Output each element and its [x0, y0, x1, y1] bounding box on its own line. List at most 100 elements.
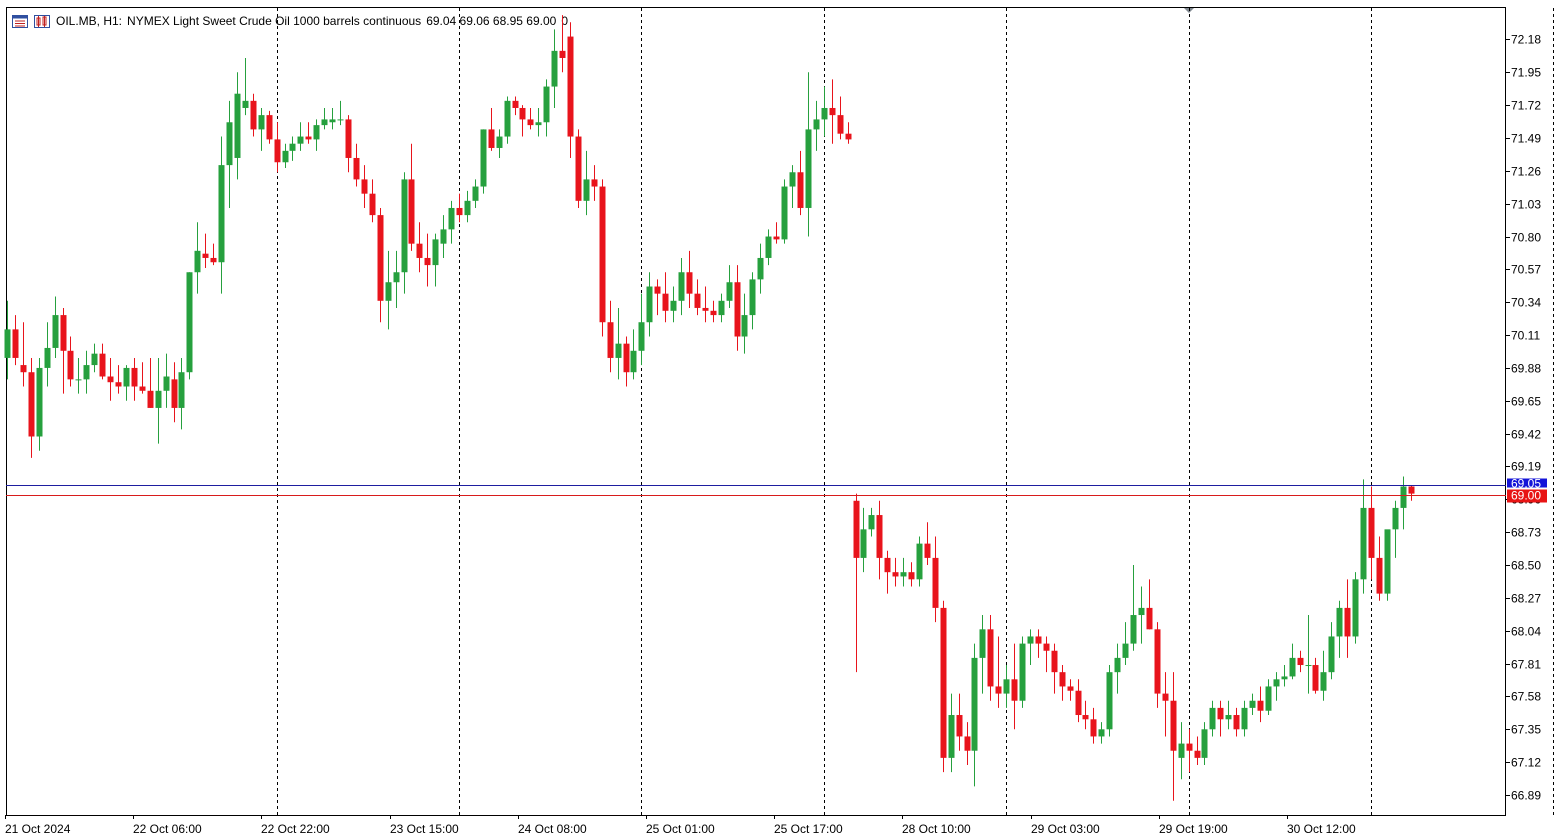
candle-bull	[401, 179, 408, 273]
candle-bull	[504, 100, 511, 137]
candle-bear	[266, 115, 273, 140]
candle-bear	[662, 293, 669, 311]
candle-bear	[1162, 693, 1169, 701]
candle-bear	[115, 382, 122, 387]
chart-settings-icon[interactable]	[34, 14, 50, 28]
time-label: 28 Oct 10:00	[902, 822, 971, 836]
candle-bear	[892, 572, 899, 577]
candle-bull	[1289, 657, 1296, 677]
candle-bull	[860, 529, 867, 558]
ask-price-tag	[1507, 478, 1547, 488]
candle-bull	[297, 136, 304, 144]
candle-bear	[686, 272, 693, 294]
candle-bull	[234, 93, 241, 158]
time-label: 29 Oct 19:00	[1159, 822, 1228, 836]
candle-bull	[1178, 743, 1185, 758]
candle-bull	[313, 125, 320, 140]
candle-bear	[924, 543, 931, 558]
candle-bull	[1360, 507, 1367, 580]
price-label: 71.03	[1511, 198, 1541, 212]
candle-bull	[1400, 486, 1407, 508]
time-label: 24 Oct 08:00	[518, 822, 587, 836]
candle-bull	[91, 353, 98, 366]
time-label: 25 Oct 17:00	[774, 822, 843, 836]
candle-bear	[1059, 672, 1066, 687]
candle-bull	[1281, 676, 1288, 680]
price-label: 68.73	[1511, 526, 1541, 540]
ohlc-values: 69.04 69.06 68.95 69.00	[426, 14, 557, 28]
price-label: 71.72	[1511, 99, 1541, 113]
candle-bear	[28, 372, 35, 437]
candle-bear	[512, 100, 519, 108]
bid-price-label: 69.00	[1511, 489, 1541, 503]
price-label: 70.34	[1511, 296, 1541, 310]
time-label: 23 Oct 15:00	[390, 822, 459, 836]
candle-bull	[186, 272, 193, 373]
candle-bear	[956, 715, 963, 737]
candle-bull	[630, 350, 637, 373]
candle-bear	[797, 172, 804, 208]
candle-bull	[813, 119, 820, 130]
price-axis: 72.18 71.95 71.72 71.49 71.26 71.03 70.80 70.57…	[1506, 33, 1541, 803]
candle-bear	[424, 257, 431, 266]
vertical-grid	[277, 8, 1554, 815]
candle-bull	[1305, 665, 1312, 667]
symbol-description: NYMEX Light Sweet Crude Oil 1000 barrels…	[127, 14, 422, 28]
candle-bull	[385, 282, 392, 301]
candle-bear	[567, 36, 574, 137]
candle-bull	[781, 186, 788, 240]
candle-bull	[75, 379, 82, 381]
candle-bull	[646, 286, 653, 323]
candle-bull	[543, 86, 550, 123]
price-label: 67.35	[1511, 723, 1541, 737]
candle-bear	[274, 139, 281, 163]
candle-bull	[948, 715, 955, 758]
candle-bull	[83, 365, 90, 380]
candle-bull	[757, 257, 764, 280]
candle-bear	[987, 629, 994, 687]
quick-menu-icon[interactable]	[12, 14, 28, 28]
price-label: 69.65	[1511, 395, 1541, 409]
candle-bear	[107, 376, 114, 383]
candle-bear	[1146, 607, 1153, 630]
candle-bull	[393, 272, 400, 283]
candle-bull	[821, 107, 828, 120]
price-label: 67.81	[1511, 658, 1541, 672]
candle-bull	[123, 367, 130, 387]
candle-bear	[353, 157, 360, 180]
price-label: 68.27	[1511, 592, 1541, 606]
candle-bull	[583, 179, 590, 201]
candle-bull	[1241, 707, 1248, 730]
candle-bull	[1106, 672, 1113, 730]
candle-bear	[1233, 715, 1240, 730]
candle-bear	[99, 353, 106, 377]
candle-bear	[377, 215, 384, 301]
candle-bull	[916, 543, 923, 580]
candle-bull	[472, 186, 479, 201]
candle-bear	[908, 572, 915, 580]
time-label: 25 Oct 01:00	[646, 822, 715, 836]
price-label: 71.26	[1511, 165, 1541, 179]
candle-bull	[218, 165, 225, 263]
candle-bear	[345, 119, 352, 158]
candle-bear	[575, 136, 582, 201]
price-label: 69.19	[1511, 460, 1541, 474]
candle-bull	[432, 239, 439, 266]
price-label: 67.58	[1511, 690, 1541, 704]
candle-bear	[250, 100, 257, 130]
candle-bear	[1368, 507, 1375, 558]
candle-bull	[1328, 636, 1335, 673]
candle-bear	[1170, 700, 1177, 751]
candle-bear	[1067, 686, 1074, 691]
candle-bull	[749, 279, 756, 316]
candle-bear	[1312, 665, 1319, 691]
price-label: 68.50	[1511, 559, 1541, 573]
ask-price-label: 69.05	[1511, 477, 1541, 491]
candle-bull	[900, 572, 907, 577]
candle-bear	[995, 686, 1002, 694]
candle-bull	[1003, 679, 1010, 694]
candle-bull	[765, 236, 772, 258]
candle-bull	[52, 315, 59, 348]
